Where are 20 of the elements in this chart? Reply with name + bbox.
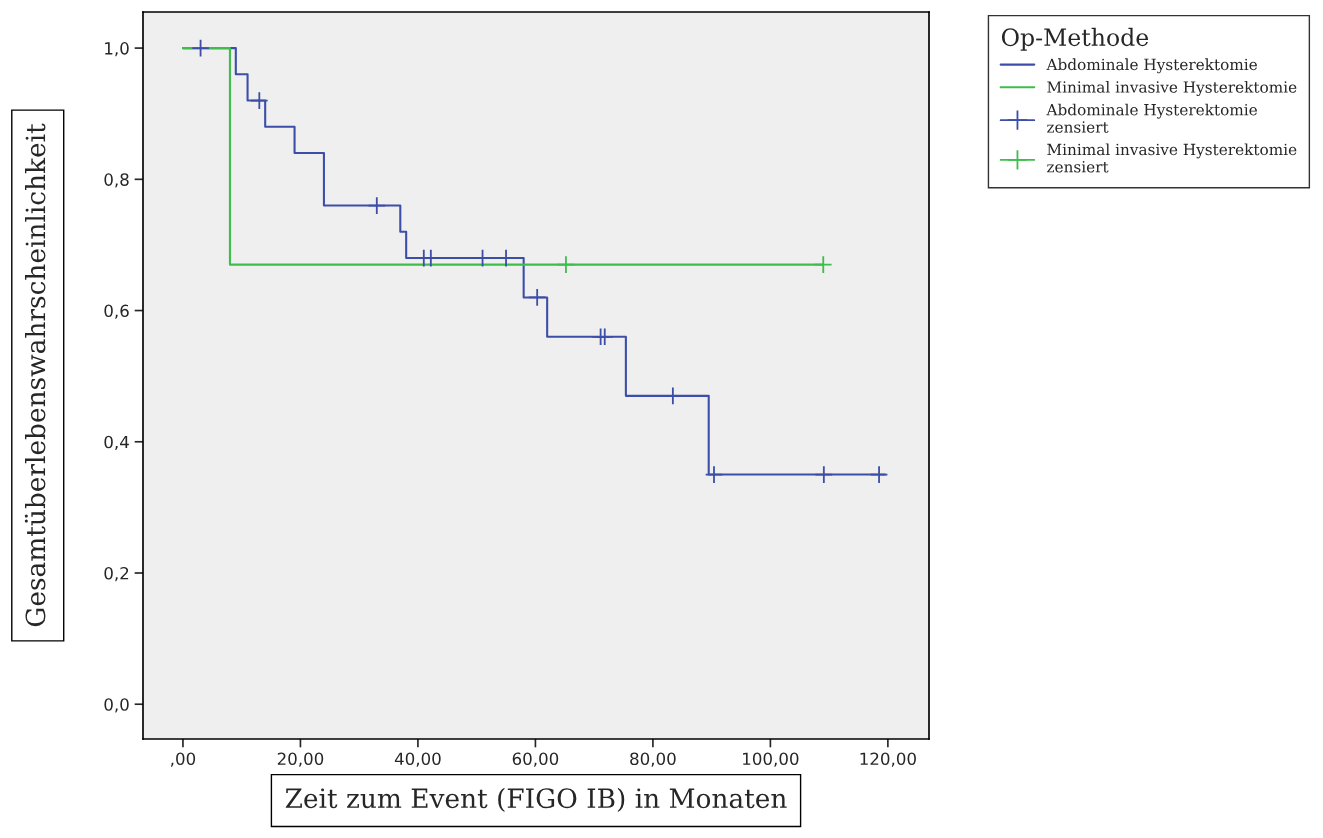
y-axis-title: Gesamtüberlebenswahrscheinlichkeit xyxy=(24,123,46,627)
legend-label: Abdominale Hysterektomie xyxy=(1046,58,1257,74)
x-tick-label: 120,00 xyxy=(860,752,916,767)
x-tick-label: 80,00 xyxy=(630,752,676,767)
x-tick-label: ,00 xyxy=(170,752,196,767)
legend-label: Minimal invasive Hysterektomie xyxy=(1047,80,1297,96)
x-tick-label: 40,00 xyxy=(394,752,441,767)
legend-label: Abdominale Hysterektomie zensiert xyxy=(1046,103,1257,133)
y-tick-label: 0,4 xyxy=(104,435,129,451)
legend-title: Op-Methode xyxy=(1001,27,1149,51)
legend-label: Minimal invasive Hysterektomie zensiert xyxy=(1047,143,1297,173)
y-tick-label: 0,8 xyxy=(104,173,129,188)
y-tick-label: 1,0 xyxy=(105,42,129,57)
y-tick-label: 0,0 xyxy=(104,698,129,713)
x-tick-label: 60,00 xyxy=(512,752,559,767)
x-tick-label: 20,00 xyxy=(277,752,324,767)
x-tick-label: 100,00 xyxy=(743,752,799,767)
y-tick-label: 0,6 xyxy=(104,304,129,319)
x-axis-title: Zeit zum Event (FIGO IB) in Monaten xyxy=(285,787,787,812)
y-tick-label: 0,2 xyxy=(104,566,129,582)
